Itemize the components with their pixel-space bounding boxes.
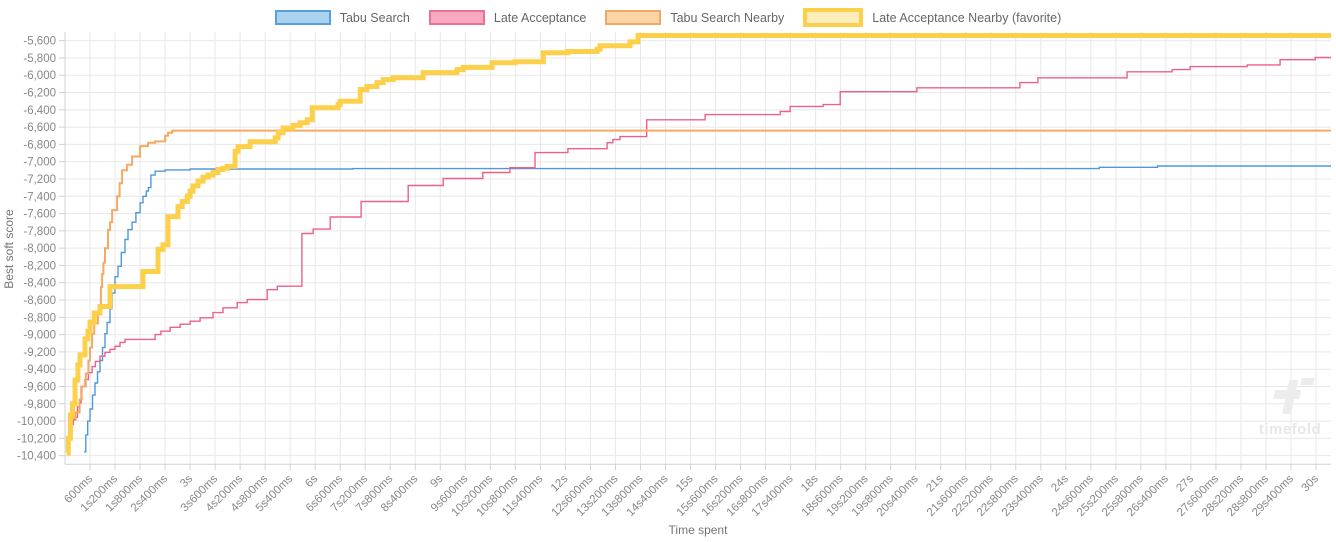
y-tick-label: -7,600 [23, 209, 56, 221]
y-tick-label: -9,000 [23, 330, 56, 342]
y-tick-label: -7,400 [23, 191, 56, 203]
x-tick-label: 6s [303, 473, 320, 490]
y-tick-label: -6,200 [23, 88, 56, 100]
y-tick-label: -7,200 [23, 174, 56, 186]
y-tick-label: -10,000 [17, 416, 56, 428]
x-tick-label: 3s [178, 473, 195, 490]
watermark-text: timefold [1258, 421, 1322, 438]
y-tick-label: -9,400 [23, 364, 56, 376]
y-tick-label: -8,200 [23, 260, 56, 272]
y-tick-label: -6,000 [23, 70, 56, 82]
y-tick-label: -8,600 [23, 295, 56, 307]
y-tick-label: -6,600 [23, 122, 56, 134]
legend-label: Late Acceptance Nearby (favorite) [872, 10, 1062, 25]
x-tick-label: 9s [428, 473, 445, 490]
y-tick-label: -8,000 [23, 243, 56, 255]
x-axis-title: Time spent [668, 523, 728, 537]
chart-legend: Tabu Search Late Acceptance Tabu Search Ne… [0, 8, 1336, 27]
series-line-tabu-search[interactable] [84, 165, 1331, 453]
legend-label: Tabu Search [339, 10, 410, 25]
legend-item-late-acceptance-nearby-favorite[interactable]: Late Acceptance Nearby (favorite) [803, 8, 1061, 27]
y-tick-label: -9,800 [23, 399, 56, 411]
legend-swatch [803, 8, 864, 27]
legend-item-tabu-search[interactable]: Tabu Search [274, 10, 410, 25]
legend-swatch [428, 10, 485, 25]
y-tick-label: -8,400 [23, 278, 56, 290]
legend-item-late-acceptance[interactable]: Late Acceptance [428, 10, 587, 25]
y-tick-label: -9,600 [23, 381, 56, 393]
legend-label: Late Acceptance [493, 10, 587, 25]
y-tick-label: -10,400 [17, 451, 56, 463]
y-axis-title: Best soft score [2, 209, 16, 289]
legend-swatch [605, 10, 662, 25]
series-line-late-acceptance-nearby-favorite[interactable] [65, 33, 1331, 456]
legend-swatch [274, 10, 331, 25]
y-tick-label: -6,400 [23, 105, 56, 117]
y-tick-label: -9,200 [23, 347, 56, 359]
y-tick-label: -8,800 [23, 312, 56, 324]
legend-item-tabu-search-nearby[interactable]: Tabu Search Nearby [605, 10, 784, 25]
y-tick-label: -6,800 [23, 139, 56, 151]
legend-label: Tabu Search Nearby [670, 10, 785, 25]
y-tick-label: -5,800 [23, 53, 56, 65]
series-line-late-acceptance[interactable] [67, 56, 1332, 446]
x-tick-label: 30s [1300, 473, 1322, 495]
y-tick-label: -10,200 [17, 433, 56, 445]
y-tick-label: -5,600 [23, 36, 56, 48]
y-tick-label: -7,000 [23, 157, 56, 169]
timefold-logo-icon [1273, 378, 1315, 414]
y-tick-label: -7,800 [23, 226, 56, 238]
series-line-tabu-search-nearby[interactable] [66, 129, 1331, 448]
timefold-watermark: timefold [1250, 372, 1330, 438]
